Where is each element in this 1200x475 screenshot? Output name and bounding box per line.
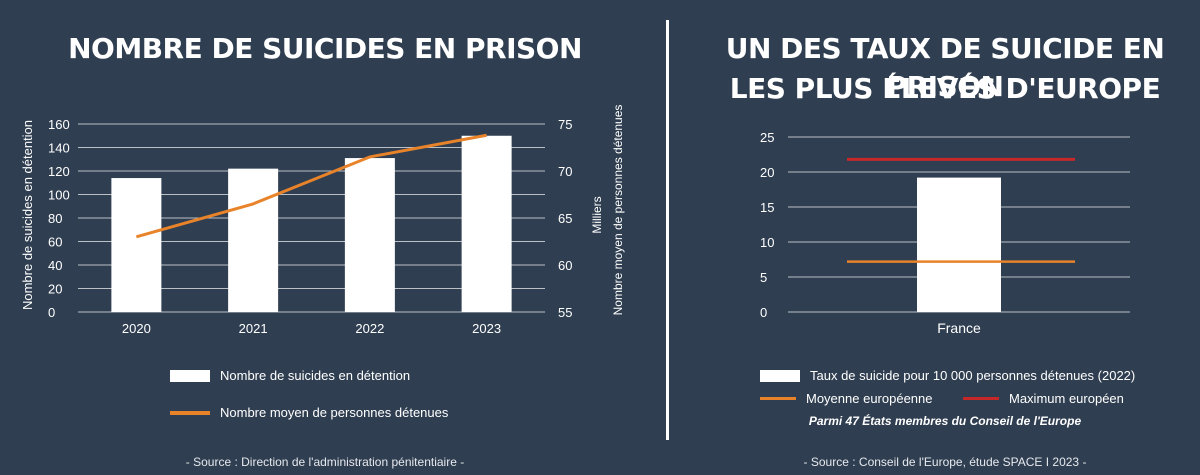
y-tick-label: 100 <box>48 188 70 203</box>
y-tick-label: 120 <box>48 164 70 179</box>
y-tick-label: 140 <box>48 141 70 156</box>
bar <box>111 178 162 312</box>
y-tick-label: 160 <box>48 117 70 132</box>
bar <box>344 158 395 312</box>
legend-bars-label: Nombre de suicides en détention <box>220 368 411 383</box>
y-tick-label: 10 <box>760 235 774 250</box>
y-right-tick-label: 70 <box>558 164 572 179</box>
y-right-tick-label: 65 <box>558 211 572 226</box>
x-tick-label: 2023 <box>472 321 501 336</box>
y-right-axis-label: Nombre moyen de personnes détenues <box>611 105 625 316</box>
y-right-tick-label: 55 <box>558 305 572 320</box>
x-tick-label: 2022 <box>355 321 384 336</box>
legend-bar-swatch <box>170 369 210 382</box>
right-source: - Source : Conseil de l'Europe, étude SP… <box>803 455 1087 469</box>
left-source: - Source : Direction de l'administration… <box>185 455 465 469</box>
left-chart-title: NOMBRE DE SUICIDES EN PRISON <box>68 32 582 65</box>
bar <box>461 135 512 312</box>
y-tick-label: 0 <box>760 305 767 320</box>
legend-line-swatch <box>170 410 210 415</box>
right-note: Parmi 47 États membres du Conseil de l'E… <box>808 414 1082 428</box>
legend-max-label: Maximum européen <box>1009 391 1124 406</box>
panel-divider <box>666 20 669 440</box>
y-right-tick-label: 75 <box>558 117 572 132</box>
y-tick-label: 40 <box>48 258 62 273</box>
y-tick-label: 60 <box>48 235 62 250</box>
x-tick-label: 2021 <box>239 321 268 336</box>
legend-max: Maximum européen <box>963 391 1124 406</box>
right-chart-title-line1: UN DES TAUX DE SUICIDE EN PRISON <box>725 32 1165 103</box>
legend-rate-label: Taux de suicide pour 10 000 personnes dé… <box>810 368 1136 383</box>
y-axis-label: Nombre de suicides en détention <box>20 120 35 310</box>
y-tick-label: 25 <box>760 130 774 145</box>
y-tick-label: 20 <box>48 282 62 297</box>
legend-max-swatch <box>963 397 999 400</box>
x-tick-label: 2020 <box>122 321 151 336</box>
legend-line-left: Nombre moyen de personnes détenues <box>170 405 448 420</box>
legend-bars-right: Taux de suicide pour 10 000 personnes dé… <box>760 368 1135 383</box>
bar <box>917 177 1001 312</box>
legend-avg-label: Moyenne européenne <box>806 391 933 406</box>
series-line <box>135 133 487 239</box>
legend-avg-swatch <box>760 397 796 400</box>
y-tick-label: 5 <box>760 270 767 285</box>
right-chart-title-line2: LES PLUS ÉLEVÉS D'EUROPE <box>729 72 1161 105</box>
bar <box>228 168 279 312</box>
y-right-axis-unit: Milliers <box>590 196 604 233</box>
legend-rate-swatch <box>760 369 800 382</box>
y-tick-label: 15 <box>760 200 774 215</box>
y-tick-label: 80 <box>48 211 62 226</box>
y-tick-label: 20 <box>760 165 774 180</box>
legend-bars-left: Nombre de suicides en détention <box>170 368 410 383</box>
legend-line-label: Nombre moyen de personnes détenues <box>220 405 449 420</box>
y-right-tick-label: 60 <box>558 258 572 273</box>
legend-avg: Moyenne européenne <box>760 391 933 406</box>
y-tick-label: 0 <box>48 305 55 320</box>
x-tick-label: France <box>937 320 981 336</box>
